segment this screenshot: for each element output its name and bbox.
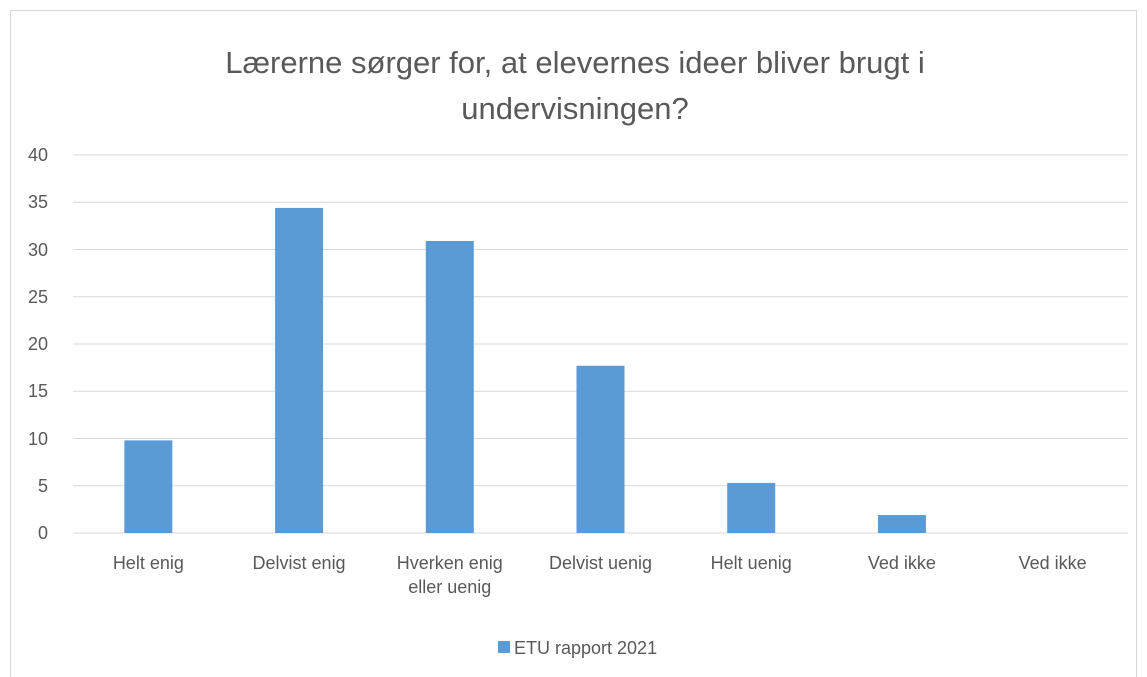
x-tick-label: Ved ikke [867,553,936,573]
bar [727,482,776,533]
y-tick-label: 0 [37,523,48,543]
y-tick-label: 35 [27,192,48,213]
x-tick-label: Delvist uenig [548,553,653,573]
legend-swatch [498,641,510,653]
y-tick-label: 5 [37,475,48,496]
x-tick-label: Ved ikke [1018,553,1087,573]
y-tick-label: 10 [27,428,48,449]
legend-label: ETU rapport 2021 [514,638,658,658]
bar [877,515,926,533]
x-tick-label: Helt uenig [710,553,792,573]
y-tick-label: 30 [27,239,48,260]
bar [425,240,474,533]
x-tick-label: Hverken enig eller uenig [396,553,503,597]
y-tick-label: 20 [27,334,48,354]
bar [576,365,625,533]
y-tick-label: 15 [27,381,48,402]
bar [275,207,324,534]
bar [124,440,173,533]
x-tick-label: Helt enig [112,553,184,573]
y-tick-label: 40 [27,145,48,165]
x-tick-label: Delvist enig [252,553,346,573]
y-tick-label: 25 [27,286,48,307]
chart-title: Lærerne sørger for, at elevernes ideer b… [225,45,925,126]
